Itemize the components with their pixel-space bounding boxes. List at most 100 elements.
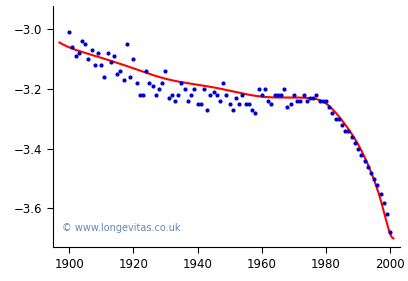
Point bbox=[371, 176, 377, 181]
Point bbox=[185, 99, 191, 103]
Point bbox=[140, 93, 146, 98]
Point bbox=[384, 212, 390, 217]
Point bbox=[178, 81, 185, 85]
Point bbox=[124, 42, 130, 47]
Point bbox=[316, 99, 323, 103]
Point bbox=[284, 105, 291, 109]
Point bbox=[85, 57, 92, 62]
Point bbox=[172, 99, 178, 103]
Point bbox=[79, 39, 85, 44]
Point bbox=[82, 42, 89, 47]
Point bbox=[66, 30, 72, 35]
Point bbox=[358, 153, 365, 157]
Point bbox=[271, 93, 278, 98]
Point bbox=[197, 102, 204, 106]
Point bbox=[159, 81, 166, 85]
Point bbox=[345, 129, 352, 133]
Point bbox=[319, 99, 326, 103]
Point bbox=[146, 81, 153, 85]
Point bbox=[239, 93, 246, 98]
Point bbox=[387, 230, 393, 235]
Point bbox=[297, 99, 304, 103]
Point bbox=[265, 99, 271, 103]
Point bbox=[304, 99, 310, 103]
Point bbox=[188, 93, 194, 98]
Point bbox=[127, 75, 133, 80]
Point bbox=[333, 117, 339, 121]
Point bbox=[220, 81, 226, 85]
Point bbox=[75, 51, 82, 56]
Point bbox=[352, 140, 358, 145]
Point bbox=[169, 93, 175, 98]
Point bbox=[165, 96, 172, 100]
Point bbox=[117, 69, 124, 74]
Point bbox=[114, 72, 120, 76]
Point bbox=[300, 93, 307, 98]
Point bbox=[69, 45, 75, 50]
Point bbox=[217, 99, 223, 103]
Point bbox=[153, 93, 159, 98]
Point bbox=[207, 93, 214, 98]
Point bbox=[137, 93, 143, 98]
Point bbox=[201, 87, 207, 91]
Point bbox=[143, 69, 149, 74]
Point bbox=[278, 93, 284, 98]
Point bbox=[175, 93, 182, 98]
Point bbox=[111, 54, 118, 58]
Point bbox=[364, 164, 371, 169]
Point bbox=[226, 102, 233, 106]
Point bbox=[204, 108, 211, 112]
Point bbox=[72, 54, 79, 58]
Point bbox=[294, 99, 300, 103]
Point bbox=[104, 51, 111, 56]
Point bbox=[381, 200, 387, 205]
Point bbox=[223, 93, 230, 98]
Point bbox=[259, 93, 265, 98]
Point bbox=[211, 90, 217, 94]
Point bbox=[162, 69, 169, 74]
Point bbox=[101, 75, 108, 80]
Point bbox=[191, 87, 197, 91]
Point bbox=[230, 108, 236, 112]
Text: © www.longevitas.co.uk: © www.longevitas.co.uk bbox=[62, 223, 180, 233]
Point bbox=[307, 96, 313, 100]
Point bbox=[262, 87, 268, 91]
Point bbox=[194, 102, 201, 106]
Point bbox=[120, 78, 127, 82]
Point bbox=[233, 96, 239, 100]
Point bbox=[287, 102, 294, 106]
Point bbox=[281, 87, 288, 91]
Point bbox=[133, 81, 140, 85]
Point bbox=[98, 63, 104, 67]
Point bbox=[323, 99, 329, 103]
Point bbox=[182, 87, 188, 91]
Point bbox=[290, 93, 297, 98]
Point bbox=[339, 123, 345, 127]
Point bbox=[213, 93, 220, 98]
Point bbox=[108, 60, 114, 65]
Point bbox=[335, 117, 342, 121]
Point bbox=[95, 51, 101, 56]
Point bbox=[329, 111, 336, 115]
Point bbox=[268, 102, 275, 106]
Point bbox=[149, 84, 156, 89]
Point bbox=[275, 93, 281, 98]
Point bbox=[246, 102, 252, 106]
Point bbox=[374, 182, 381, 187]
Point bbox=[130, 57, 137, 62]
Point bbox=[355, 147, 361, 151]
Point bbox=[368, 171, 374, 175]
Point bbox=[249, 108, 255, 112]
Point bbox=[310, 96, 317, 100]
Point bbox=[88, 48, 95, 53]
Point bbox=[313, 93, 319, 98]
Point bbox=[156, 87, 162, 91]
Point bbox=[91, 63, 98, 67]
Point bbox=[242, 102, 249, 106]
Point bbox=[361, 158, 368, 163]
Point bbox=[236, 102, 242, 106]
Point bbox=[255, 87, 262, 91]
Point bbox=[342, 129, 348, 133]
Point bbox=[377, 191, 384, 196]
Point bbox=[348, 135, 355, 139]
